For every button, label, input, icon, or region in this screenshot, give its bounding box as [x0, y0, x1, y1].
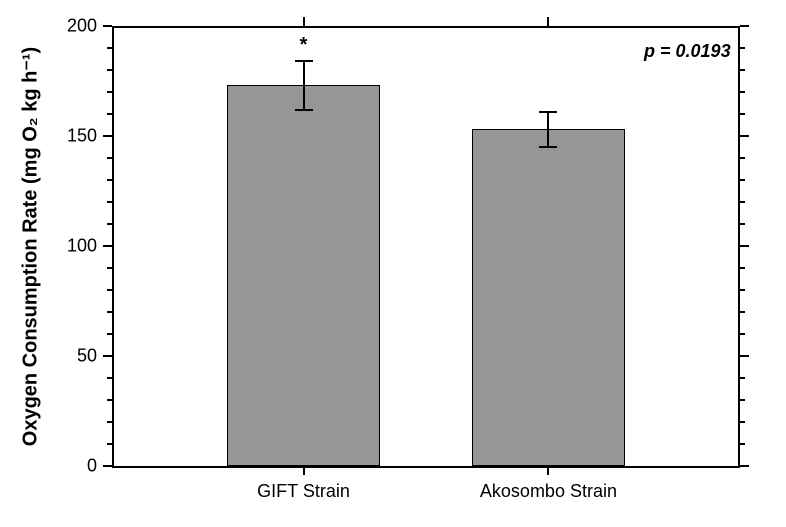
y-minor-tick [107, 333, 112, 335]
y-minor-tick-right [740, 289, 745, 291]
y-minor-tick [107, 47, 112, 49]
y-minor-tick [107, 421, 112, 423]
y-minor-tick-right [740, 69, 745, 71]
x-tick-label: GIFT Strain [257, 481, 350, 502]
error-bar-cap [539, 111, 557, 113]
y-tick [103, 25, 112, 27]
y-minor-tick-right [740, 311, 745, 313]
y-minor-tick-right [740, 223, 745, 225]
y-minor-tick [107, 267, 112, 269]
y-tick-right [740, 465, 749, 467]
error-bar-vline [303, 61, 305, 109]
p-value-annotation: p = 0.0193 [644, 41, 731, 62]
y-tick-label: 150 [0, 126, 97, 147]
y-minor-tick-right [740, 333, 745, 335]
error-bar-cap [539, 146, 557, 148]
y-tick-label: 50 [0, 346, 97, 367]
y-tick [103, 465, 112, 467]
x-tick-top [303, 17, 305, 26]
y-minor-tick [107, 311, 112, 313]
bar-chart: Oxygen Consumption Rate (mg O₂ kg h⁻¹) p… [0, 0, 786, 527]
y-tick-label: 200 [0, 16, 97, 37]
bar [227, 85, 381, 466]
y-minor-tick-right [740, 377, 745, 379]
y-minor-tick-right [740, 47, 745, 49]
y-tick-label: 100 [0, 236, 97, 257]
y-minor-tick-right [740, 267, 745, 269]
y-tick [103, 355, 112, 357]
significance-star: * [300, 34, 308, 57]
y-minor-tick-right [740, 201, 745, 203]
y-axis-line [112, 26, 114, 468]
y-minor-tick-right [740, 91, 745, 93]
y-tick-right [740, 245, 749, 247]
x-tick-label: Akosombo Strain [480, 481, 617, 502]
y-minor-tick [107, 377, 112, 379]
y-minor-tick [107, 289, 112, 291]
y-minor-tick [107, 443, 112, 445]
y-minor-tick [107, 91, 112, 93]
y-minor-tick-right [740, 157, 745, 159]
y-minor-tick-right [740, 443, 745, 445]
y-minor-tick [107, 69, 112, 71]
plot-area [112, 26, 740, 466]
x-axis-line [112, 466, 740, 468]
y-minor-tick [107, 399, 112, 401]
y-minor-tick-right [740, 399, 745, 401]
y-minor-tick-right [740, 421, 745, 423]
y-minor-tick [107, 113, 112, 115]
y-minor-tick-right [740, 179, 745, 181]
error-bar-cap [295, 60, 313, 62]
bar [472, 129, 626, 466]
x-tick-top [547, 17, 549, 26]
y-minor-tick [107, 157, 112, 159]
y-minor-tick [107, 223, 112, 225]
y-tick-label: 0 [0, 456, 97, 477]
y-tick [103, 135, 112, 137]
y-tick [103, 245, 112, 247]
y-tick-right [740, 135, 749, 137]
error-bar-cap [295, 109, 313, 111]
y-minor-tick-right [740, 113, 745, 115]
error-bar-vline [547, 112, 549, 147]
x-tick [303, 466, 305, 475]
y-tick-right [740, 355, 749, 357]
y-tick-right [740, 25, 749, 27]
x-tick [547, 466, 549, 475]
y-minor-tick [107, 201, 112, 203]
top-axis-line [112, 26, 740, 28]
y-minor-tick [107, 179, 112, 181]
